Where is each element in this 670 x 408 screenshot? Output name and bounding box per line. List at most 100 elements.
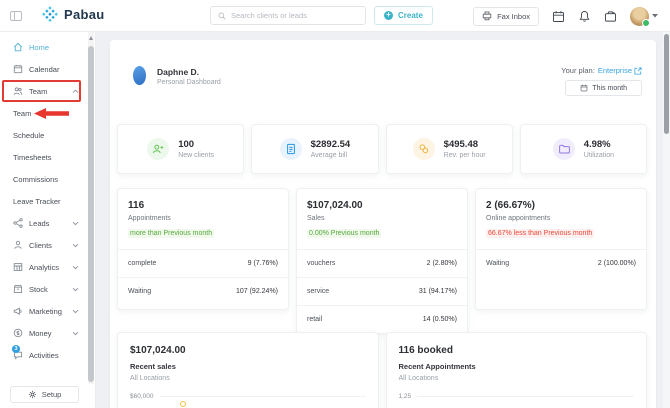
plan-line: Your plan: Enterprise [561,66,642,75]
wallet-icon[interactable] [604,10,617,23]
sidebar-subitem-timesheets[interactable]: Timesheets [0,146,95,168]
money-icon [13,328,23,338]
setup-button[interactable]: Setup [10,386,79,403]
trend-badge: 0.00% Previous month [307,229,382,238]
table-row: complete 9 (7.76%) [118,249,288,277]
period-label: This month [592,84,627,92]
search-placeholder: Search clients or leads [231,11,307,20]
stat-card-average-bill: $2892.54 Average bill [251,124,379,174]
sidebar-item-label: Stock [29,284,48,294]
sidebar-item-label: Leave Tracker [13,196,61,206]
pabau-logo[interactable]: Pabau [42,6,105,22]
calendar-icon [581,84,588,92]
create-label: Create [398,11,423,20]
calendar-icon[interactable] [552,10,565,23]
sidebar-item-label: Money [29,328,52,338]
row-label: Waiting [128,288,152,295]
sidebar-item-label: Clients [29,240,52,250]
sidebar-subitem-commissions[interactable]: Commissions [0,168,95,190]
sidebar-scrollbar[interactable] [88,32,94,384]
sidebar-item-label: Schedule [13,130,45,140]
sidebar-subitem-schedule[interactable]: Schedule [0,124,95,146]
trend-badge: more than Previous month [128,229,215,238]
user-name: Daphne D. [157,67,200,77]
user-menu[interactable] [630,6,658,27]
sidebar-toggle-icon[interactable] [10,11,22,21]
stat-card-rev-per-hour: $495.48 Rev. per hour [385,124,513,174]
fax-inbox-label: Fax Inbox [497,11,530,21]
axis-tick-label: 1.25 [398,393,412,400]
page-scrollbar[interactable] [663,32,670,408]
plan-link[interactable]: Enterprise [598,66,642,75]
create-button[interactable]: + Create [374,6,433,25]
sidebar-subitem-leave-tracker[interactable]: Leave Tracker [0,190,95,212]
sidebar-item-home[interactable]: Home [0,36,95,58]
stat-value: $2892.54 [310,139,351,150]
caret-down-icon [652,14,658,18]
sidebar-item-team[interactable]: Team [0,80,95,102]
sidebar-item-leads[interactable]: Leads [0,212,95,234]
pabau-logo-icon [42,6,58,22]
sidebar-item-label: Marketing [29,306,62,316]
dashboard-panel: Daphne D. Personal Dashboard Your plan: … [110,40,656,408]
search-input[interactable]: Search clients or leads [210,6,366,25]
appointments-card: 116 Appointments more than Previous mont… [117,188,289,310]
card-label: Online appointments [486,215,551,222]
chevron-up-icon [72,89,79,93]
stat-value: $495.48 [443,139,479,150]
table-row: retail 14 (0.50%) [297,305,467,333]
clients-icon [14,240,22,249]
table-row: service 31 (94.17%) [297,277,467,305]
row-label: service [307,288,330,295]
scroll-up-arrow[interactable] [89,36,93,40]
chevron-down-icon [72,243,79,247]
sidebar-scrollbar-thumb[interactable] [88,46,94,382]
sidebar-item-calendar[interactable]: Calendar [0,58,95,80]
sidebar-item-label: Timesheets [13,152,52,162]
fax-inbox-button[interactable]: Fax Inbox [473,6,539,26]
bell-icon[interactable] [578,10,591,23]
sidebar-item-money[interactable]: Money [0,322,95,344]
sidebar-item-marketing[interactable]: Marketing [0,300,95,322]
period-selector-button[interactable]: This month [565,80,642,96]
chevron-down-icon [72,331,79,335]
table-row: Waiting 2 (100.00%) [476,249,646,277]
main-content: Daphne D. Personal Dashboard Your plan: … [97,32,670,408]
activities-icon [13,351,23,360]
sidebar-item-clients[interactable]: Clients [0,234,95,256]
chevron-down-icon [72,309,79,313]
sidebar-item-label: Home [29,42,50,52]
user-avatar [630,6,650,27]
row-value: 14 (0.50%) [422,316,457,323]
sidebar-subitem-team[interactable]: Team [0,102,95,124]
page-scrollbar-thumb[interactable] [664,34,669,134]
header-actions: Fax Inbox [473,0,658,32]
chart-title: Recent sales [130,362,176,371]
chart-title: Recent Appointments [398,362,476,371]
stat-label: New clients [178,152,215,159]
stat-label: Rev. per hour [443,152,486,159]
folder-icon [552,138,575,160]
sidebar-item-label: Commissions [13,174,59,184]
table-row: Waiting 107 (92.24%) [118,277,288,305]
sidebar-item-analytics[interactable]: Analytics [0,256,95,278]
daphne-avatar [133,66,146,85]
top-header: Pabau Search clients or leads + Create F… [0,0,670,32]
sidebar-item-label: Calendar [29,64,60,74]
chart-location: All Locations [130,375,170,382]
data-point-marker [180,401,186,407]
plus-icon: + [384,11,393,20]
chart-axis: 1.25 [398,393,634,400]
marketing-icon [13,307,22,315]
stats-row: 100 New clients $2892.54 Average bill [117,124,647,174]
row-value: 2 (100.00%) [597,260,636,267]
stat-label: Average bill [310,152,348,159]
home-icon [13,42,23,52]
sidebar-item-stock[interactable]: Stock [0,278,95,300]
sidebar-item-activities[interactable]: 3 Activities [0,344,95,366]
gridline [417,396,634,397]
activities-badge: 3 [12,345,20,353]
row-label: Waiting [486,260,510,267]
card-label: Sales [307,215,325,222]
